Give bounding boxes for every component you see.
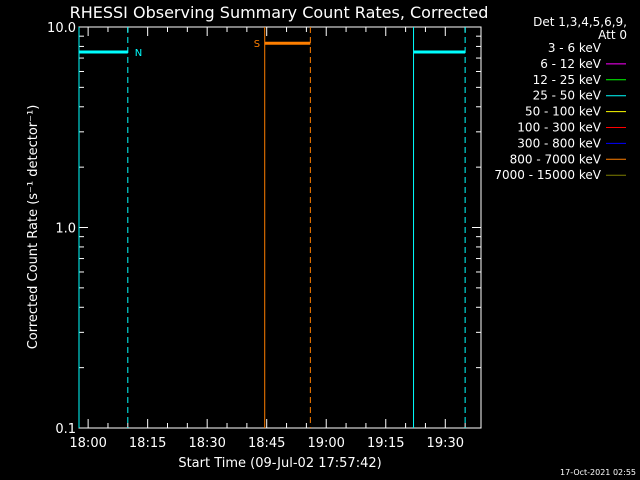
x-tick-label: 19:15 (367, 436, 404, 451)
y-tick-label: 10.0 (47, 21, 76, 36)
legend-entry-label: 800 - 7000 keV (510, 152, 602, 166)
legend-attenuator-line: Att 0 (598, 28, 627, 42)
x-tick-label: 18:45 (248, 436, 285, 451)
y-tick-label: 1.0 (55, 222, 76, 237)
legend-entry-label: 6 - 12 keV (540, 57, 602, 71)
saa-interval-label: S (254, 39, 260, 50)
x-tick-label: 18:30 (188, 436, 225, 451)
x-tick-label: 19:30 (427, 436, 464, 451)
y-tick-label: 0.1 (55, 422, 76, 437)
plot-axes: 0.1 1.0 10.0 18:00 18:15 18:30 18:45 19:00 19:15… (47, 21, 482, 451)
legend-entry-label: 25 - 50 keV (533, 89, 602, 103)
x-tick-label: 18:00 (69, 436, 106, 451)
legend: Det 1,3,4,5,6,9,Att 03 - 6 keV 6 - 12 keV… (494, 15, 627, 182)
legend-entry-label: 12 - 25 keV (533, 73, 602, 87)
legend-entry-label: 50 - 100 keV (525, 105, 602, 119)
legend-entry-label: 7000 - 15000 keV (494, 168, 601, 182)
footer-date: 17-Oct-2021 02:55 (560, 468, 636, 477)
data-marks: NS (78, 27, 466, 428)
y-axis-label: Corrected Count Rate (s⁻¹ detector⁻¹) (26, 105, 41, 350)
x-axis-label: Start Time (09-Jul-02 17:57:42) (178, 456, 381, 471)
chart-title: RHESSI Observing Summary Count Rates, Co… (70, 3, 489, 22)
night-interval-label: N (135, 48, 142, 59)
legend-entry-label: 300 - 800 keV (517, 136, 601, 150)
legend-detector-line: Det 1,3,4,5,6,9, (533, 15, 627, 29)
legend-entry-label: 3 - 6 keV (548, 41, 602, 55)
x-tick-label: 19:00 (307, 436, 344, 451)
x-tick-label: 18:15 (129, 436, 166, 451)
legend-entry-label: 100 - 300 keV (517, 121, 601, 135)
